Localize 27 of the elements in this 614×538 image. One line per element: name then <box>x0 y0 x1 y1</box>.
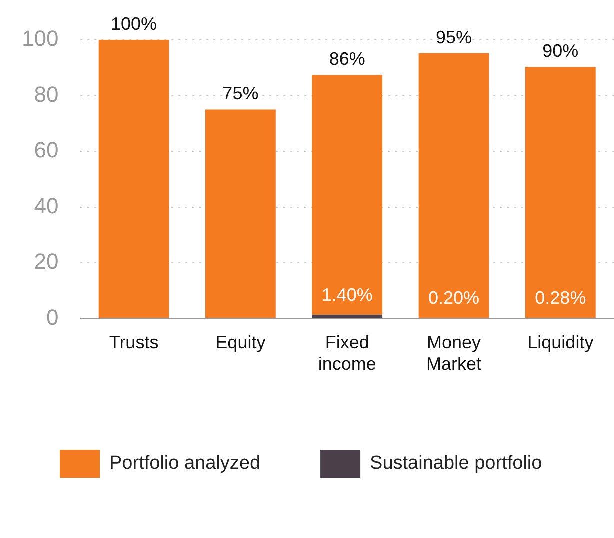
legend-label: Portfolio analyzed <box>110 453 261 474</box>
x-tick-label: Equity <box>216 332 266 353</box>
x-tick-label: Trusts <box>109 332 159 353</box>
bar <box>205 110 276 318</box>
y-tick-label: 20 <box>34 249 59 274</box>
bar <box>98 40 170 318</box>
data-label: 75% <box>222 84 259 104</box>
y-tick-label: 40 <box>34 193 59 218</box>
x-tick-label: Money Market <box>426 332 482 374</box>
data-label: 1.40% <box>322 284 373 305</box>
legend-label: Sustainable portfolio <box>370 453 542 474</box>
x-tick-label: Fixed income <box>318 332 376 374</box>
data-label: 90% <box>542 41 579 62</box>
bar <box>418 53 490 318</box>
data-label: 86% <box>329 49 366 70</box>
y-tick-label: 100 <box>22 26 59 52</box>
y-tick-label: 0 <box>46 304 59 330</box>
bar <box>312 314 383 318</box>
data-label: 100% <box>111 14 158 34</box>
data-label: 0.28% <box>535 288 586 308</box>
bar <box>525 67 596 318</box>
bar <box>312 75 383 315</box>
y-tick-label: 80 <box>34 82 59 107</box>
data-label: 95% <box>436 27 472 48</box>
y-tick-label: 60 <box>34 138 59 163</box>
x-tick-label: Liquidity <box>528 332 594 353</box>
data-label: 0.20% <box>428 288 480 308</box>
